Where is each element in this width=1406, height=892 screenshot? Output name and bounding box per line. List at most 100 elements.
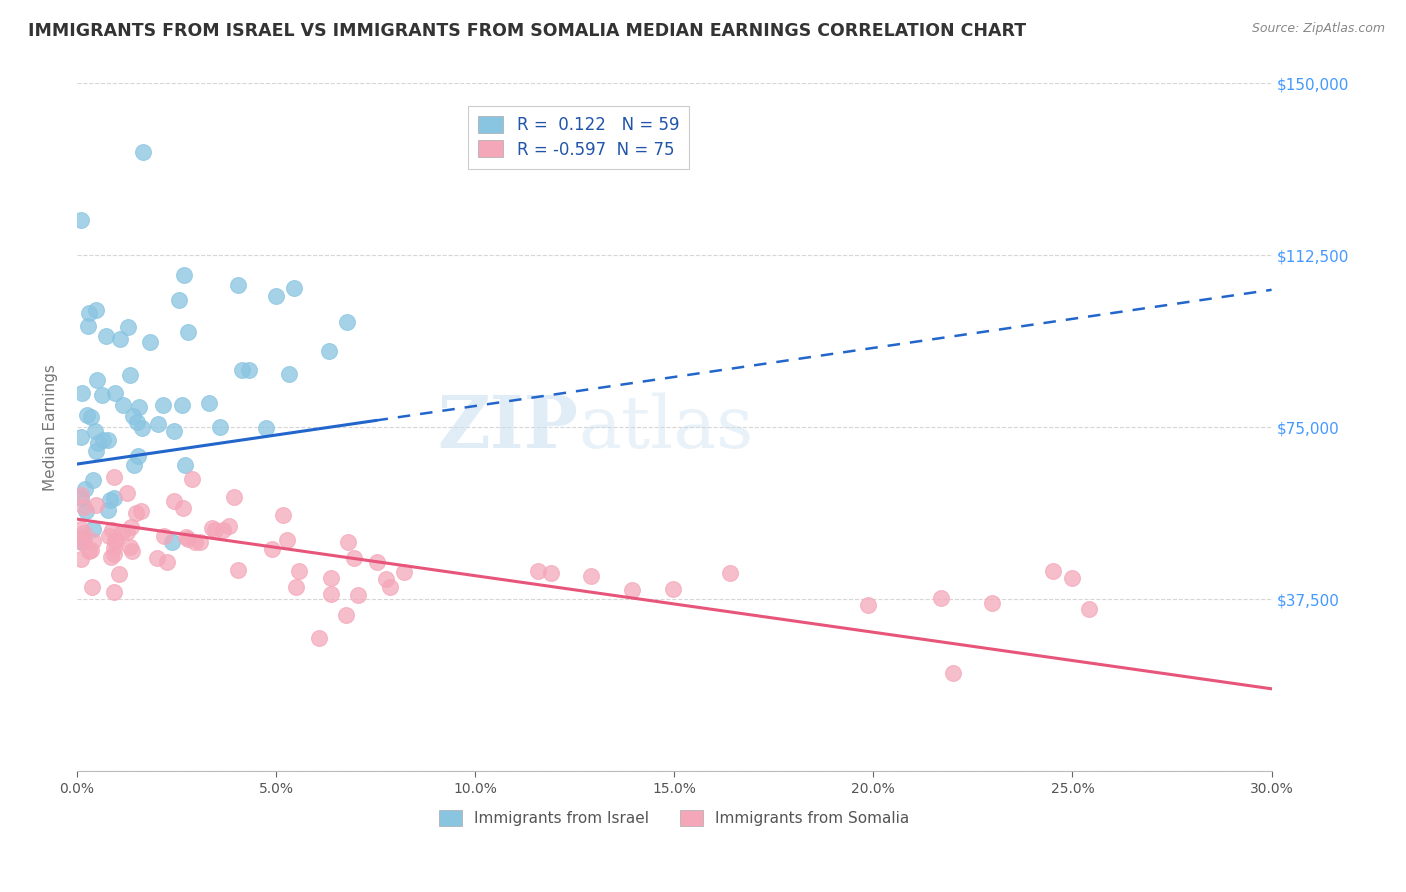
Point (70, 535, 93, 549)
Point (97, 433, 120, 447)
Point (82, 534, 104, 549)
Point (285, 580, 308, 594)
Point (170, 398, 193, 412)
Point (198, 396, 221, 410)
Point (115, 486, 138, 500)
Point (152, 398, 174, 412)
Point (173, 268, 195, 282)
Point (115, 525, 138, 540)
Point (718, 566, 741, 580)
Point (70, 531, 93, 545)
Point (111, 398, 134, 412)
Point (204, 523, 226, 537)
Point (121, 544, 143, 558)
Point (155, 556, 177, 570)
Point (80, 409, 103, 424)
Point (128, 400, 150, 414)
Point (288, 565, 311, 579)
Point (129, 503, 152, 517)
Point (70, 386, 93, 401)
Text: ZIP: ZIP (437, 392, 579, 463)
Point (103, 585, 125, 599)
Point (77, 319, 100, 334)
Point (120, 541, 142, 555)
Y-axis label: Median Earnings: Median Earnings (44, 364, 58, 491)
Point (231, 362, 253, 376)
Point (146, 417, 169, 431)
Point (86, 373, 108, 387)
Point (122, 458, 145, 473)
Point (278, 368, 301, 382)
Point (80, 543, 103, 558)
Point (218, 518, 240, 533)
Point (224, 490, 246, 504)
Point (201, 521, 224, 535)
Point (283, 280, 305, 294)
Point (366, 555, 388, 569)
Point (103, 470, 125, 484)
Point (228, 278, 250, 293)
Point (70, 491, 93, 506)
Point (620, 582, 643, 597)
Point (167, 293, 190, 308)
Point (73, 533, 96, 547)
Point (105, 533, 128, 548)
Point (662, 582, 685, 596)
Point (931, 591, 953, 605)
Point (209, 419, 232, 434)
Point (72, 526, 94, 541)
Point (342, 550, 364, 565)
Point (392, 566, 415, 580)
Point (858, 599, 880, 613)
Point (173, 458, 195, 472)
Point (172, 500, 194, 515)
Point (131, 421, 153, 435)
Point (188, 535, 211, 549)
Point (527, 564, 550, 578)
Point (104, 533, 127, 548)
Point (318, 344, 340, 359)
Point (127, 449, 149, 463)
Point (108, 567, 131, 582)
Point (180, 473, 202, 487)
Point (184, 534, 207, 549)
Point (177, 325, 200, 339)
Point (374, 572, 396, 586)
Point (96, 328, 118, 343)
Point (254, 421, 277, 435)
Point (121, 409, 143, 423)
Point (84, 302, 107, 317)
Point (162, 424, 184, 438)
Point (70, 535, 93, 549)
Point (336, 315, 359, 329)
Point (264, 289, 287, 303)
Point (276, 533, 298, 547)
Point (70, 488, 93, 502)
Point (176, 533, 198, 547)
Point (70, 430, 93, 444)
Point (125, 415, 148, 429)
Point (73, 482, 96, 496)
Point (86, 444, 108, 458)
Point (238, 363, 260, 377)
Point (347, 588, 370, 602)
Point (321, 587, 343, 601)
Point (378, 580, 401, 594)
Point (120, 368, 142, 383)
Point (132, 145, 155, 160)
Point (980, 596, 1002, 610)
Point (152, 529, 174, 543)
Point (110, 332, 132, 346)
Point (98, 493, 121, 508)
Point (97, 503, 120, 517)
Point (91, 388, 114, 402)
Point (138, 335, 160, 350)
Point (70, 551, 93, 566)
Point (335, 607, 357, 622)
Point (111, 525, 134, 540)
Point (321, 571, 343, 585)
Point (77, 305, 100, 319)
Point (228, 563, 250, 577)
Point (174, 530, 197, 544)
Point (80, 580, 103, 594)
